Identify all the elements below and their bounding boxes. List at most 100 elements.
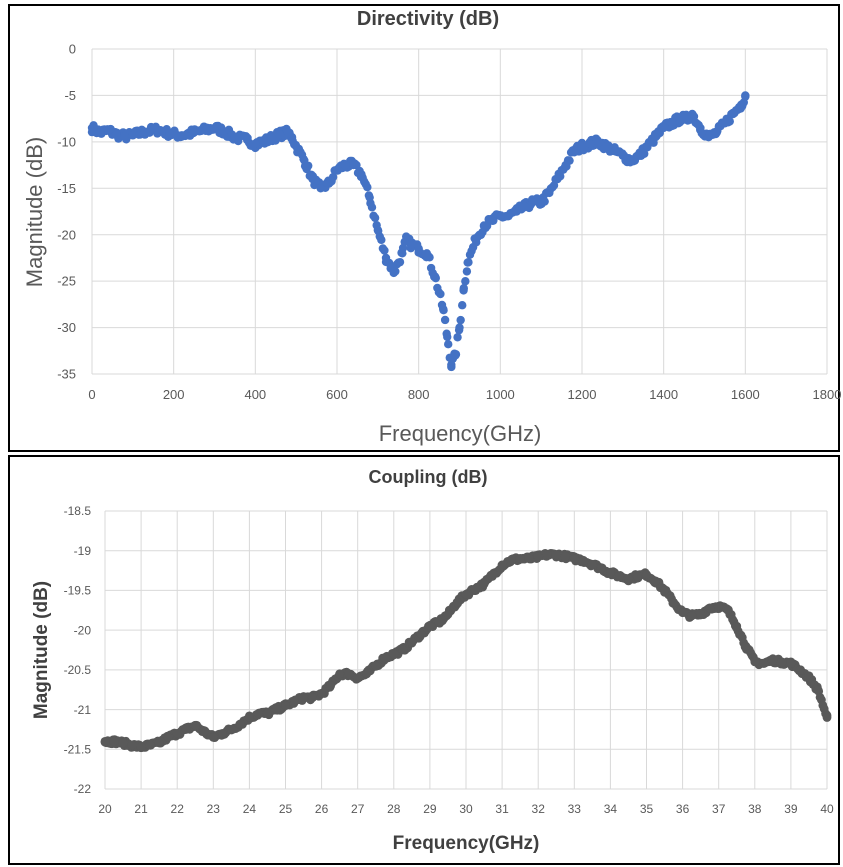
coupling-data-point	[217, 729, 227, 738]
coupling-data-point	[804, 673, 814, 683]
coupling-data-point	[109, 736, 119, 746]
directivity-data-point	[112, 130, 121, 139]
directivity-data-point	[688, 109, 697, 119]
coupling-data-point	[678, 608, 687, 618]
coupling-data-point	[560, 551, 570, 561]
coupling-x-tick-label: 34	[604, 802, 618, 816]
coupling-chart-border	[8, 455, 840, 865]
directivity-data-point	[373, 225, 383, 235]
directivity-data-point	[667, 119, 677, 128]
coupling-data-point	[786, 659, 796, 668]
directivity-x-tick-label: 200	[163, 387, 185, 402]
coupling-x-tick-label: 20	[98, 802, 112, 816]
directivity-series	[87, 91, 750, 372]
directivity-y-tick-label: -30	[57, 320, 76, 335]
directivity-data-point	[422, 249, 432, 258]
directivity-data-point	[291, 142, 301, 151]
coupling-data-point	[208, 732, 218, 742]
directivity-data-point	[594, 137, 603, 147]
coupling-data-point	[154, 738, 164, 748]
directivity-data-point	[712, 128, 721, 137]
coupling-data-point	[795, 665, 805, 675]
directivity-chart: Directivity (dB) 0 200 400 600 800 1000 1200 14…	[8, 4, 841, 452]
coupling-data-point	[777, 657, 787, 667]
directivity-data-point	[496, 211, 505, 221]
directivity-data-point	[553, 174, 562, 184]
coupling-data-point	[344, 669, 354, 679]
coupling-data-point	[226, 725, 236, 734]
directivity-y-tick-label: 0	[69, 42, 76, 57]
directivity-data-point	[104, 126, 113, 135]
coupling-data-point	[687, 611, 697, 621]
directivity-x-tick-label: 0	[88, 387, 95, 402]
directivity-data-point	[741, 91, 750, 100]
coupling-data-point	[199, 727, 209, 737]
directivity-x-tick-label: 1000	[486, 387, 515, 402]
directivity-data-point	[504, 211, 513, 221]
directivity-data-point	[696, 123, 705, 133]
coupling-x-tick-label: 36	[676, 802, 690, 816]
coupling-data-point	[443, 609, 453, 619]
coupling-data-point	[660, 586, 669, 595]
directivity-y-tick-label: -25	[57, 274, 76, 289]
coupling-data-point	[389, 649, 399, 659]
coupling-x-tick-label: 30	[459, 802, 473, 816]
directivity-data-point	[363, 183, 372, 192]
coupling-x-tick-label: 25	[279, 802, 293, 816]
coupling-data-point	[172, 729, 182, 738]
coupling-data-point	[136, 742, 146, 752]
coupling-data-point	[624, 574, 633, 583]
directivity-data-point	[367, 203, 377, 212]
coupling-data-point	[353, 673, 363, 683]
coupling-data-point	[642, 570, 651, 579]
directivity-data-point	[414, 244, 423, 253]
coupling-data-point	[696, 609, 706, 619]
coupling-data-point	[705, 603, 715, 613]
directivity-data-point	[357, 170, 366, 179]
coupling-data-point	[425, 621, 435, 631]
directivity-chart-title: Directivity (dB)	[357, 8, 499, 30]
directivity-data-point	[395, 257, 405, 267]
directivity-y-tick-label: -5	[64, 88, 76, 103]
coupling-data-point	[299, 693, 308, 703]
directivity-data-point	[140, 127, 150, 136]
coupling-data-point	[163, 732, 173, 742]
coupling-data-point	[714, 601, 724, 611]
coupling-data-point	[813, 685, 823, 695]
coupling-x-tick-label: 24	[243, 802, 257, 816]
directivity-data-point	[737, 100, 746, 109]
coupling-data-point	[759, 659, 769, 668]
directivity-data-point	[202, 125, 211, 134]
directivity-data-point	[165, 129, 174, 138]
directivity-data-point	[210, 123, 219, 133]
coupling-data-point	[434, 617, 444, 627]
coupling-data-point	[407, 637, 417, 647]
coupling-y-tick-label: -19	[74, 544, 92, 558]
directivity-data-point	[230, 133, 240, 142]
coupling-x-tick-labels: 20 21 22 23 24 25 26 27 28 29 30 31 32 33 34 35 36 37 38 39…	[98, 802, 834, 816]
directivity-data-point	[651, 133, 660, 142]
directivity-x-tick-label: 1400	[649, 387, 678, 402]
coupling-y-tick-label: -22	[74, 782, 92, 796]
directivity-data-point	[479, 221, 489, 230]
directivity-data-point	[430, 272, 440, 281]
directivity-y-tick-label: -15	[57, 181, 76, 196]
directivity-data-point	[704, 133, 713, 142]
directivity-data-point	[95, 128, 105, 137]
coupling-y-tick-label: -18.5	[64, 504, 92, 518]
directivity-data-point	[316, 184, 325, 193]
coupling-data-point	[615, 571, 624, 581]
coupling-data-point	[578, 555, 588, 565]
coupling-x-tick-label: 27	[351, 802, 365, 816]
coupling-chart-title: Coupling (dB)	[369, 467, 488, 487]
coupling-data-point	[533, 552, 543, 562]
coupling-data-point	[488, 570, 498, 579]
coupling-data-point	[822, 713, 832, 722]
directivity-data-point	[377, 235, 386, 245]
coupling-data-point	[235, 719, 245, 729]
coupling-chart: Coupling (dB) 20 21 22 23 24 25 26 27 28 29 30 31 32…	[8, 455, 840, 865]
directivity-data-point	[455, 323, 464, 332]
coupling-data-point	[272, 705, 281, 714]
coupling-x-tick-label: 39	[784, 802, 798, 816]
directivity-x-tick-label: 1600	[731, 387, 760, 402]
